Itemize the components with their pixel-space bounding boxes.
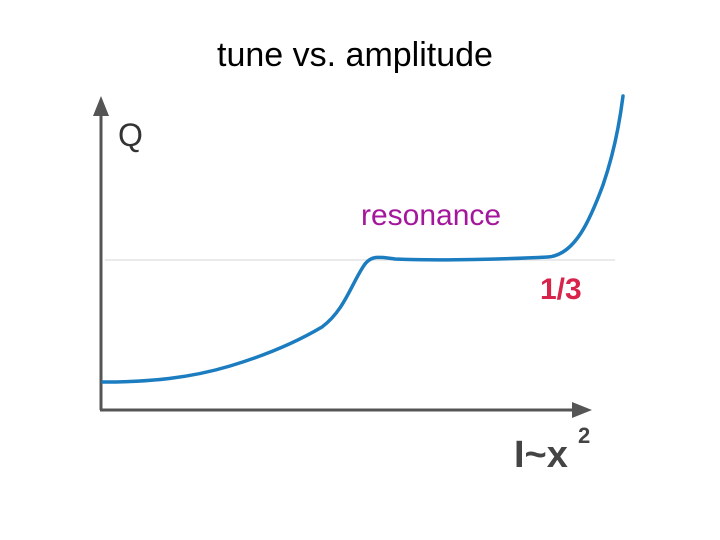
y-axis-arrow	[93, 96, 109, 116]
resonance-label: 1/3	[540, 273, 582, 306]
tune-curve	[101, 94, 625, 384]
x-axis-label-superscript: 2	[578, 423, 590, 448]
x-axis-arrow	[572, 402, 592, 418]
annotation: resonance	[361, 199, 501, 232]
title: tune vs. amplitude	[217, 36, 493, 74]
y-axis-label: Q	[118, 117, 143, 153]
x-axis-label: I~x	[514, 434, 568, 476]
